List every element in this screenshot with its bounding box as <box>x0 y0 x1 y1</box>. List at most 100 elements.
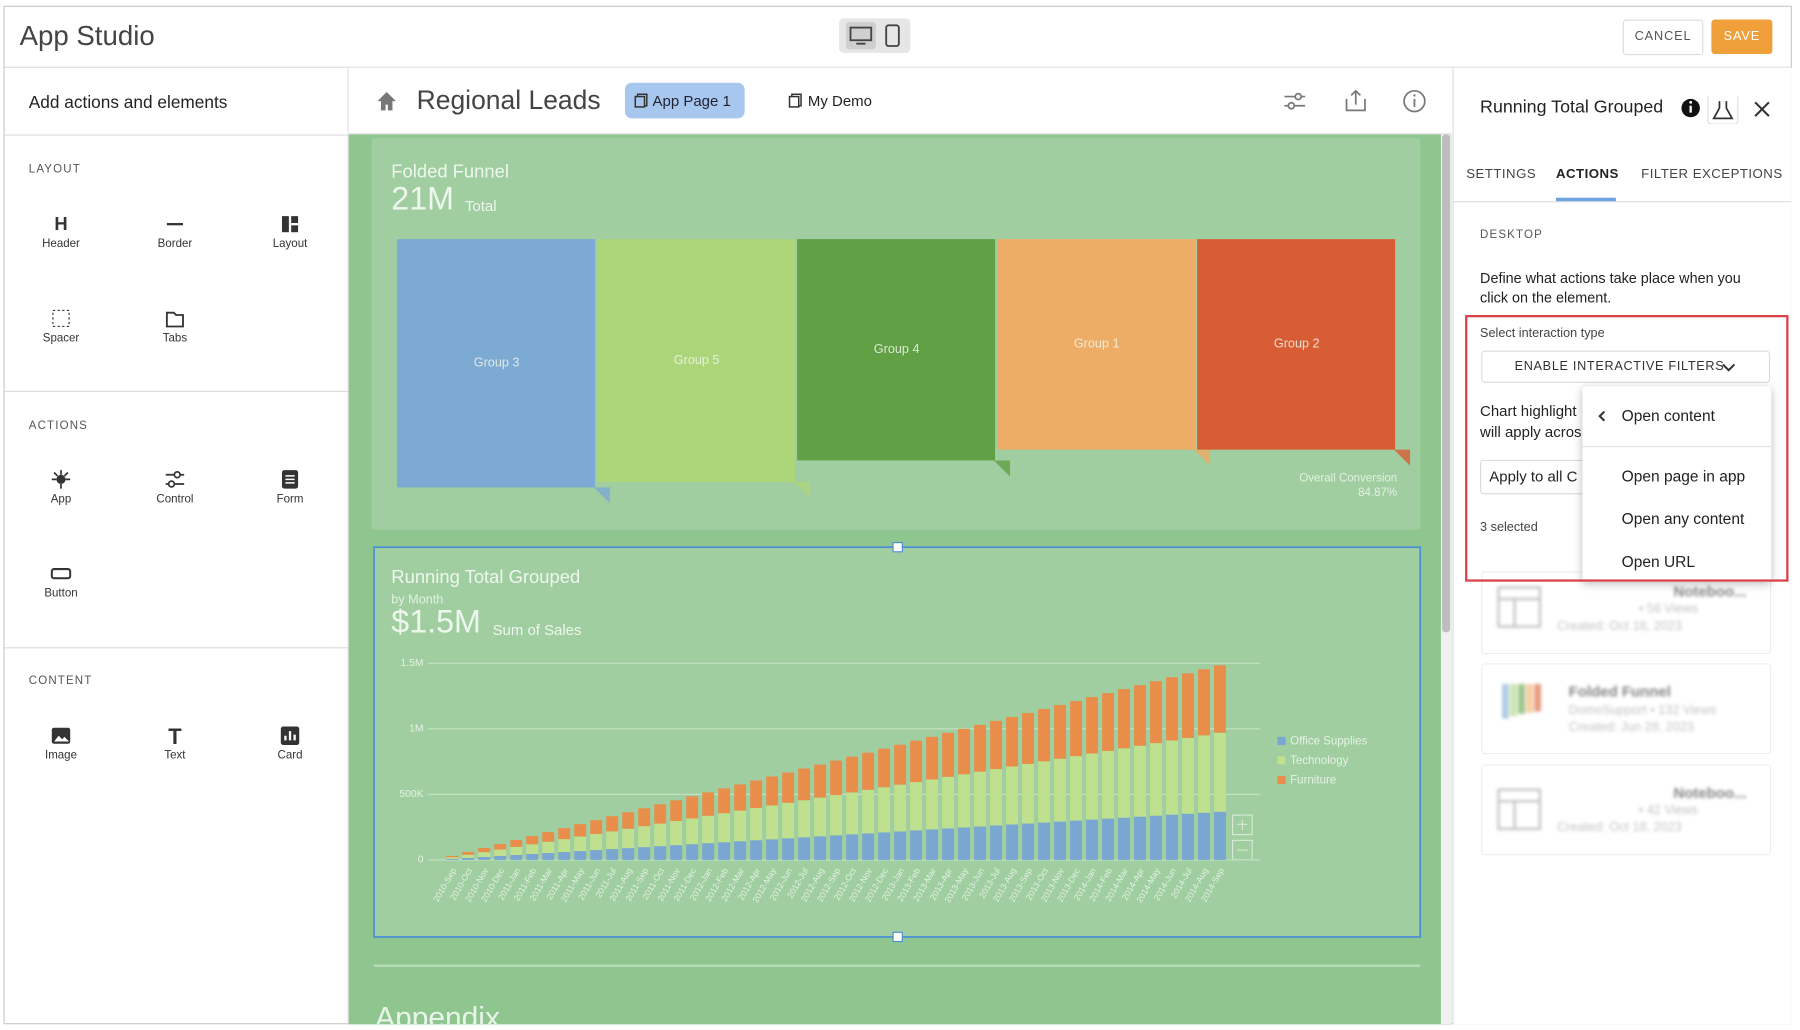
divider <box>4 647 348 649</box>
resize-handle[interactable] <box>892 542 903 553</box>
icon <box>165 311 184 328</box>
bar-segment <box>1038 822 1050 860</box>
content-card[interactable] <box>1481 663 1772 755</box>
icon <box>281 216 299 233</box>
bar-segment <box>638 826 651 848</box>
bar-segment <box>814 797 827 837</box>
element-item[interactable]: T Text <box>135 725 216 762</box>
bar-segment <box>878 832 891 860</box>
item-label: Text <box>164 749 186 763</box>
bar-segment <box>1022 823 1034 860</box>
content-card[interactable] <box>1481 764 1772 856</box>
menu-back[interactable]: Open content <box>1621 406 1715 425</box>
bar-segment <box>1070 756 1082 821</box>
highlight-box <box>1465 314 1789 582</box>
bar-segment <box>1198 812 1210 860</box>
bar-segment <box>894 784 907 832</box>
bar-segment <box>1038 709 1050 762</box>
section-heading: ACTIONS <box>28 419 88 433</box>
bar-segment <box>670 800 683 821</box>
panel-tab[interactable]: FILTER EXCEPTIONS <box>1641 167 1783 182</box>
bar-segment <box>734 810 747 842</box>
chart-card[interactable] <box>373 546 1422 938</box>
resize-handle[interactable] <box>892 931 903 943</box>
bar-segment <box>910 740 923 783</box>
bar-segment <box>526 836 539 845</box>
device-toggle[interactable] <box>839 18 911 53</box>
bar-segment <box>782 772 795 803</box>
bar-segment <box>574 824 587 837</box>
element-item[interactable]: Image <box>21 725 102 762</box>
bar-segment <box>974 724 987 772</box>
bar-segment <box>590 833 603 851</box>
bar-segment <box>686 844 699 860</box>
bar-segment <box>622 828 635 849</box>
section-heading: DESKTOP <box>1480 228 1543 242</box>
menu-item[interactable]: Open page in app <box>1621 467 1746 486</box>
element-item[interactable]: Control <box>135 469 216 506</box>
panel-tab-active[interactable]: ACTIONS <box>1556 167 1619 182</box>
card-created: Created: Oct 18, 2023 <box>1557 820 1682 835</box>
divider <box>4 390 348 393</box>
bar-segment <box>1102 693 1114 751</box>
select-label: Select interaction type <box>1480 326 1605 341</box>
bar-segment <box>1118 748 1130 818</box>
legend-swatch <box>1277 736 1286 745</box>
chart-subtitle: by Month <box>391 592 443 606</box>
icon <box>281 470 299 489</box>
bar-segment <box>686 796 699 819</box>
bar-segment <box>638 847 651 860</box>
bar-segment <box>1166 814 1178 860</box>
bar-segment <box>846 756 859 793</box>
scrollbar-thumb[interactable] <box>1442 134 1451 633</box>
item-label: Tabs <box>162 332 188 345</box>
funnel-group-label: Group 2 <box>1274 337 1320 351</box>
bar-segment <box>702 815 715 844</box>
element-item[interactable]: Form <box>250 469 331 506</box>
element-item[interactable]: App <box>21 469 102 506</box>
obscured-text: will apply acros <box>1480 423 1582 441</box>
back-chevron[interactable] <box>1596 409 1608 423</box>
element-item[interactable]: Card <box>250 725 331 762</box>
bar-segment <box>878 748 891 788</box>
bar-segment <box>894 744 907 785</box>
save-button[interactable]: SAVE <box>1711 19 1773 55</box>
item-label: Image <box>44 749 77 763</box>
bar-segment <box>1182 673 1194 738</box>
element-item[interactable]: Tabs <box>135 308 216 345</box>
bar-segment <box>494 844 507 850</box>
chevron <box>1722 363 1736 372</box>
bar-segment <box>862 833 875 860</box>
bar-segment <box>606 816 619 832</box>
funnel-total: 21M <box>391 181 454 217</box>
home-icon[interactable] <box>375 90 398 113</box>
header-tools[interactable] <box>1282 89 1429 114</box>
bar-segment <box>622 848 635 860</box>
element-item[interactable]: Border <box>135 214 216 251</box>
element-item[interactable]: Spacer <box>21 308 102 345</box>
interaction-dropdown[interactable]: ENABLE INTERACTIVE FILTERS <box>1481 350 1771 383</box>
bar-segment <box>1198 669 1210 736</box>
page-tab[interactable]: My Demo <box>790 83 872 119</box>
menu-item[interactable]: Open URL <box>1621 552 1696 571</box>
bar-segment <box>494 849 507 856</box>
bar-segment <box>510 846 523 855</box>
bar-segment <box>446 855 459 858</box>
left-panel <box>5 67 349 1025</box>
menu-item[interactable]: Open any content <box>1621 510 1745 528</box>
bar-segment <box>734 841 747 860</box>
item-label: Control <box>156 493 194 506</box>
canvas-content: Folded Funnel 21M Total Overall Conversi… <box>371 134 1452 1025</box>
element-item[interactable]: H Header <box>21 214 102 251</box>
element-item[interactable]: Button <box>21 563 102 600</box>
panel-icons[interactable] <box>1680 96 1777 125</box>
element-item[interactable]: Layout <box>250 214 331 251</box>
bar-segment <box>798 800 811 838</box>
bar-segment <box>462 851 475 855</box>
panel-tab[interactable]: SETTINGS <box>1466 167 1537 182</box>
bar-segment <box>1022 712 1034 764</box>
chart-summary-label: Sum of Sales <box>493 622 582 639</box>
cancel-button[interactable]: CANCEL <box>1622 19 1704 56</box>
bar-segment <box>558 828 571 840</box>
item-label: App <box>50 493 72 506</box>
